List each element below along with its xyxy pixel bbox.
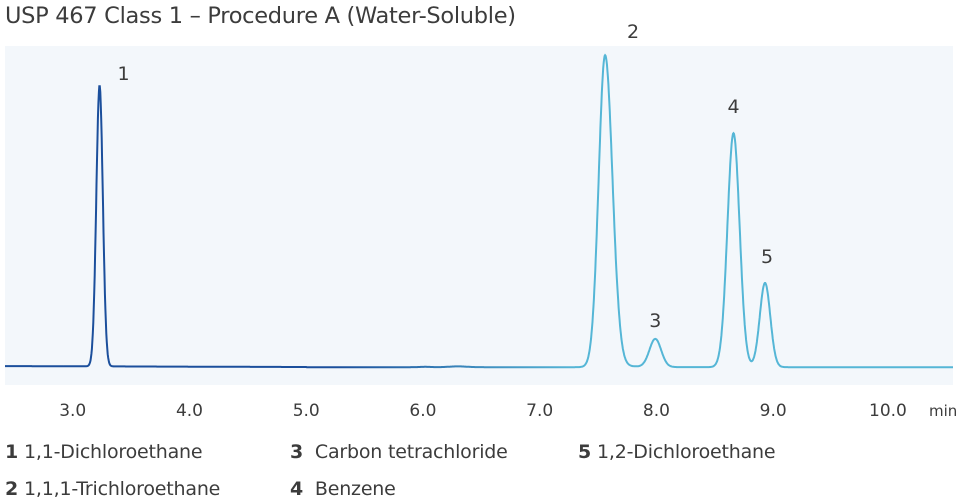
x-tick-label: 8.0	[643, 401, 670, 421]
peak-label-3: 3	[649, 310, 661, 332]
chart-title: USP 467 Class 1 – Procedure A (Water-Sol…	[5, 3, 516, 29]
x-tick-label: 10.0	[869, 401, 907, 421]
x-tick-label: 5.0	[293, 401, 320, 421]
peak-label-1: 1	[118, 63, 130, 85]
plot-area	[5, 46, 953, 385]
x-tick-label: 9.0	[760, 401, 787, 421]
legend-item-2: 2 1,1,1-Trichloroethane	[5, 478, 221, 500]
legend-item-4: 4 Benzene	[290, 478, 396, 500]
x-axis-unit: min	[929, 402, 957, 420]
chromatogram-trace	[5, 53, 953, 369]
legend-item-5: 5 1,2-Dichloroethane	[578, 441, 776, 463]
legend-item-3: 3 Carbon tetrachloride	[290, 441, 508, 463]
legend-item-1: 1 1,1-Dichloroethane	[5, 441, 203, 463]
x-tick-label: 6.0	[409, 401, 436, 421]
x-tick-label: 7.0	[526, 401, 553, 421]
x-tick-label: 4.0	[176, 401, 203, 421]
x-tick-label: 3.0	[59, 401, 86, 421]
peak-label-2: 2	[627, 21, 639, 43]
peak-label-5: 5	[761, 246, 773, 268]
peak-label-4: 4	[727, 96, 739, 118]
